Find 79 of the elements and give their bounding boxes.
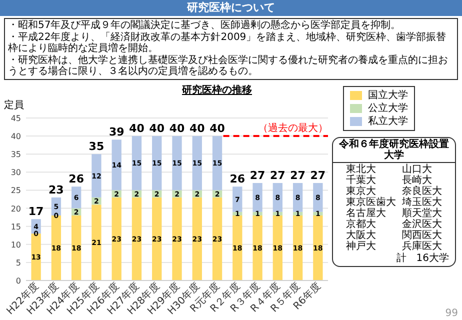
total-label: 40 [189,122,206,135]
bar [132,196,142,280]
bar [72,186,82,208]
y-tick-label: 10 [10,240,21,249]
bar [192,136,202,190]
bar [152,196,162,280]
bar [132,136,142,190]
bar [212,196,222,280]
total-label: 40 [149,122,165,135]
legend-label: 国立大学 [368,88,408,102]
text: ・昭和57年及び平成９年の閣議決定に基づき、医師過剰の懸念から医学部定員を抑制。 [8,20,402,32]
text: 東京大 [345,186,377,196]
total-label: 23 [48,182,64,196]
text: 東北大 [345,164,377,174]
total-label: 40 [129,122,145,135]
text: 大阪大 [345,230,377,240]
total-label: 40 [210,122,226,135]
total-label: 39 [108,125,124,138]
y-tick-label: 20 [10,204,21,213]
bar [172,196,182,280]
y-tick-label: 0 [16,276,21,285]
total-label: 35 [88,140,104,153]
total-label: 27 [250,168,266,182]
text: 金沢医大 [401,218,443,230]
bar [272,182,282,212]
total-label: 27 [270,168,286,182]
text: 兵庫医大 [401,240,443,252]
bar [313,215,323,280]
y-axis-title: 定員 [4,98,24,110]
ref-line-label: （過去の最大） [258,122,328,134]
bar [212,136,222,190]
y-tick-label: 40 [10,132,21,141]
text: 計 16大学 [395,252,450,266]
text: 山口大 [401,164,433,174]
text: ・平成22年度より、「経済財政改革の基本方針2009」を踏まえ、地域枠、研究医枠、歯学部振替枠により臨時的な定員増を開始。 [8,32,448,54]
text: 順天堂大 [401,208,443,218]
text: 研究医枠について [0,0,462,16]
text: 東京医歯大 [345,196,397,208]
bar [152,136,162,190]
text: 神戸大 [345,240,377,252]
text: 長崎大 [401,174,433,186]
bar [92,154,102,197]
total-label: 17 [28,204,44,218]
y-tick-label: 35 [10,150,21,159]
y-tick-label: 15 [10,222,21,231]
text: 令和６年度研究医枠設置大学 [333,138,455,162]
bar [112,196,122,280]
legend-label: 私立大学 [368,114,408,128]
y-tick-label: 5 [16,258,21,267]
text: 埼玉医大 [401,196,443,208]
total-label: 27 [310,168,326,182]
total-label: 26 [68,172,84,186]
total-label: 26 [230,172,246,186]
y-tick-label: 30 [10,168,21,177]
bar [112,139,122,190]
text: 奈良医大 [401,186,443,196]
text: 99 [445,308,458,319]
total-label: 27 [290,168,306,182]
chart-title: 研究医枠の推移 [181,84,252,96]
text: 名古屋大 [345,208,387,218]
bar [232,186,242,212]
bar [292,215,303,280]
bar [192,196,202,280]
legend-label: 公立大学 [368,102,408,115]
bar [172,136,182,190]
bar [72,215,82,280]
text: 京都大 [345,218,376,230]
bar [252,215,262,280]
bar [272,215,282,280]
bar [232,215,242,280]
bar [313,182,323,212]
text: 千葉大 [345,174,377,186]
y-tick-label: 25 [10,186,21,195]
bar [92,204,102,280]
text: ・研究医枠は、他大学と連携し基礎医学及び社会医学に関する優れた研究者の養成を重点的に担おうとする場合に限り、３名以内の定員増を認めるもの。 [8,54,449,78]
y-tick-label: 45 [10,114,21,122]
text: 関西医大 [401,230,443,240]
bar [252,182,262,212]
total-label: 40 [169,122,185,135]
